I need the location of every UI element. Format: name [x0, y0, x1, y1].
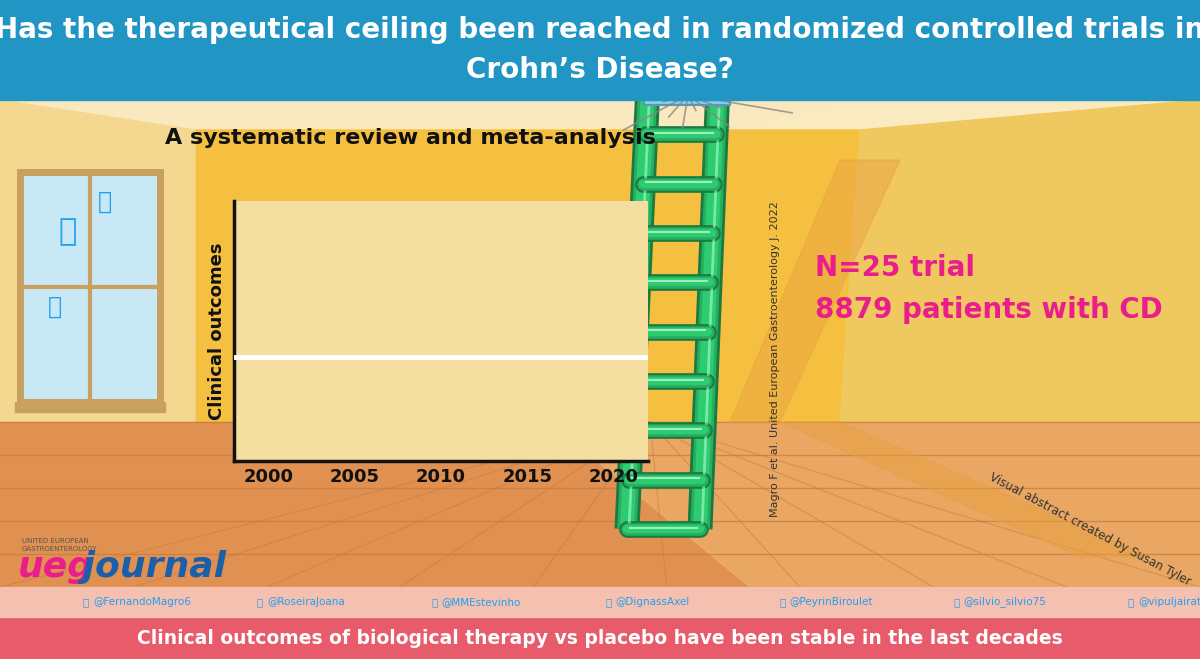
Bar	[644, 80, 730, 105]
Polygon shape	[194, 130, 860, 422]
Text: 🐦: 🐦	[257, 597, 263, 607]
Text: Clinical outcomes of biological therapy vs placebo have been stable in the last : Clinical outcomes of biological therapy …	[137, 629, 1063, 648]
Bar	[0, 617, 1200, 659]
Text: 🐦: 🐦	[83, 597, 89, 607]
Text: @FernandoMagro6: @FernandoMagro6	[94, 597, 191, 607]
Bar	[0, 100, 1200, 587]
Polygon shape	[0, 100, 194, 587]
Text: Has the therapeutical ceiling been reached in randomized controlled trials in
Cr: Has the therapeutical ceiling been reach…	[0, 16, 1200, 84]
Text: @DignassAxel: @DignassAxel	[616, 597, 690, 607]
Text: @PeyrinBiroulet: @PeyrinBiroulet	[790, 597, 874, 607]
Text: UNITED EUROPEAN
GASTROENTEROLOGY: UNITED EUROPEAN GASTROENTEROLOGY	[22, 538, 97, 552]
Text: @vipuljairath: @vipuljairath	[1138, 597, 1200, 607]
Polygon shape	[700, 100, 1200, 322]
Polygon shape	[550, 422, 1200, 587]
Bar	[14, 402, 166, 412]
Text: 🐦: 🐦	[98, 190, 112, 214]
Bar	[0, 0, 1200, 100]
Text: @silvio_silvio75: @silvio_silvio75	[964, 596, 1046, 608]
Text: 🐦: 🐦	[1128, 597, 1134, 607]
Text: @MMEstevinho: @MMEstevinho	[442, 597, 521, 607]
Text: 🐦: 🐦	[431, 597, 437, 607]
Text: 🐦: 🐦	[605, 597, 612, 607]
Text: Magro F et al. United European Gastroenterology J. 2022: Magro F et al. United European Gastroent…	[770, 201, 780, 517]
Polygon shape	[730, 160, 900, 422]
Bar	[20, 172, 160, 402]
Y-axis label: Clinical outcomes: Clinical outcomes	[208, 243, 226, 420]
Text: 🐦: 🐦	[954, 597, 960, 607]
Bar	[0, 587, 1200, 617]
Text: @RoseiraJoana: @RoseiraJoana	[268, 597, 344, 607]
Text: 🐦: 🐦	[780, 597, 786, 607]
Polygon shape	[0, 422, 1200, 587]
Text: N=25 trial
8879 patients with CD: N=25 trial 8879 patients with CD	[815, 254, 1163, 324]
Text: ueg: ueg	[18, 550, 94, 584]
Text: 🐦: 🐦	[48, 295, 62, 319]
Text: Visual abstract created by Susan Tyler: Visual abstract created by Susan Tyler	[986, 470, 1193, 588]
Polygon shape	[780, 422, 1150, 557]
Polygon shape	[840, 100, 1200, 587]
Text: journal: journal	[70, 550, 226, 584]
Text: A systematic review and meta-analysis: A systematic review and meta-analysis	[166, 128, 656, 148]
Text: 🐦: 🐦	[59, 217, 77, 246]
